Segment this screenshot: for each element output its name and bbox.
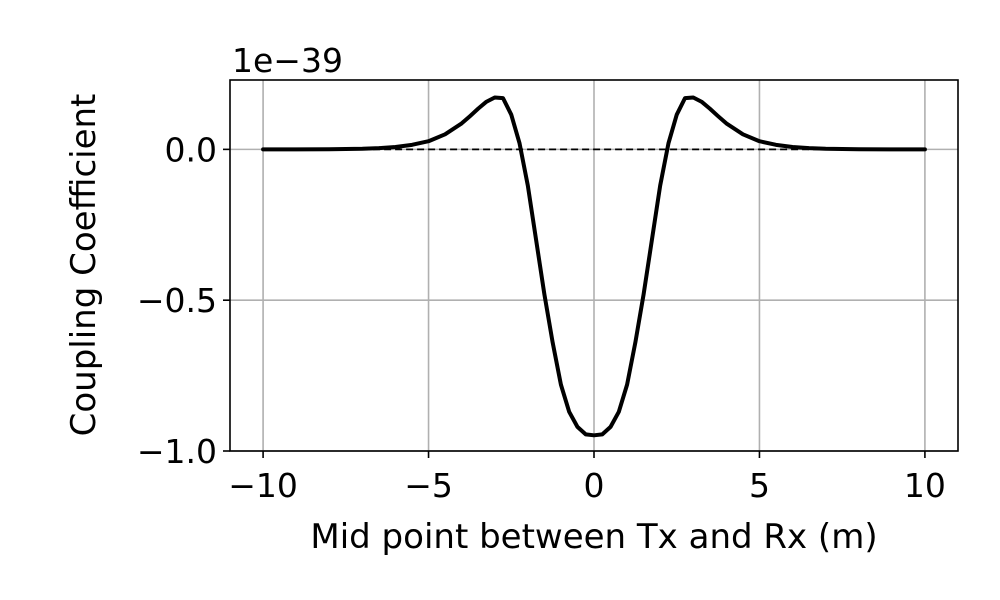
- y-tick-label: 0.0: [165, 130, 217, 169]
- x-tick-label: 0: [584, 466, 605, 505]
- y-axis-label: Coupling Coefficient: [64, 94, 104, 437]
- series-line: [261, 95, 927, 438]
- y-axis-ticks: 0.0 −0.5 −1.0: [137, 130, 230, 471]
- x-axis-ticks: −10 −5 0 5 10: [228, 451, 946, 505]
- x-tick-label: −5: [404, 466, 453, 505]
- x-axis-label: Mid point between Tx and Rx (m): [310, 517, 877, 557]
- x-tick-label: −10: [228, 466, 298, 505]
- x-tick-label: 5: [749, 466, 770, 505]
- series-group: [261, 95, 927, 438]
- y-tick-label: −0.5: [137, 281, 217, 320]
- x-tick-label: 10: [904, 466, 946, 505]
- grid: [230, 80, 958, 452]
- y-axis-offset-label: 1e−39: [232, 41, 343, 80]
- y-tick-label: −1.0: [137, 432, 217, 471]
